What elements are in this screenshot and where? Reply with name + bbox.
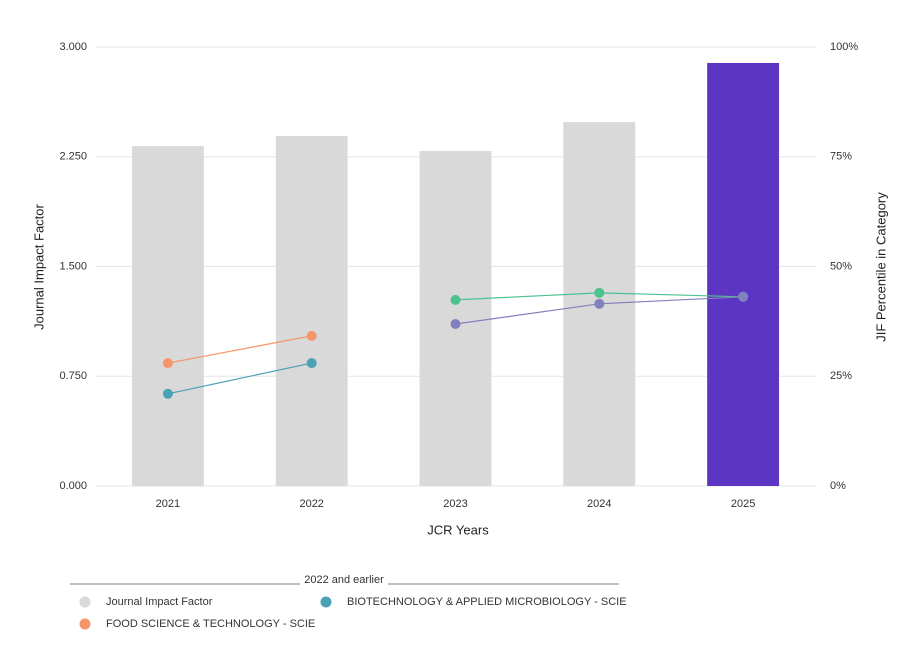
x-axis-title: JCR Years bbox=[427, 522, 489, 537]
bar bbox=[275, 135, 348, 486]
legend-label: Journal Impact Factor bbox=[106, 596, 213, 608]
x-tick-label: 2025 bbox=[731, 498, 755, 510]
y-tick-label: 0.000 bbox=[59, 480, 87, 492]
y2-tick-label: 50% bbox=[830, 260, 852, 272]
series-line bbox=[167, 335, 312, 364]
legend-marker bbox=[79, 618, 91, 630]
legend-marker bbox=[79, 596, 91, 608]
series-point bbox=[162, 388, 173, 399]
y2-tick-label: 100% bbox=[830, 41, 858, 53]
x-tick-label: 2021 bbox=[156, 498, 180, 510]
y-tick-label: 3.000 bbox=[59, 41, 87, 53]
legend-label: FOOD SCIENCE & TECHNOLOGY - SCIE bbox=[106, 618, 315, 630]
x-tick-label: 2023 bbox=[443, 498, 467, 510]
series-point bbox=[162, 358, 173, 369]
legend-title: 2022 and earlier bbox=[304, 574, 384, 586]
y-axis-title: Journal Impact Factor bbox=[31, 203, 46, 329]
y-tick-label: 1.500 bbox=[59, 260, 87, 272]
series-point bbox=[306, 330, 317, 341]
y-tick-label: 0.750 bbox=[59, 370, 87, 382]
y2-tick-label: 25% bbox=[830, 370, 852, 382]
series-point bbox=[738, 291, 749, 302]
series-point bbox=[450, 319, 461, 330]
legend-marker bbox=[320, 596, 332, 608]
legend-label: BIOTECHNOLOGY & APPLIED MICROBIOLOGY - S… bbox=[347, 596, 627, 608]
series-point bbox=[594, 287, 605, 298]
y2-axis-title: JIF Percentile in Category bbox=[873, 192, 888, 342]
series-point bbox=[594, 298, 605, 309]
series-line bbox=[167, 362, 312, 395]
y2-tick-label: 0% bbox=[830, 480, 846, 492]
series-point bbox=[306, 358, 317, 369]
bar bbox=[707, 62, 780, 487]
y-tick-label: 2.250 bbox=[59, 151, 87, 163]
x-tick-label: 2022 bbox=[299, 498, 323, 510]
series-point bbox=[450, 294, 461, 305]
y2-tick-label: 75% bbox=[830, 151, 852, 163]
bar bbox=[131, 146, 204, 486]
x-tick-label: 2024 bbox=[587, 498, 611, 510]
bar bbox=[419, 151, 492, 486]
